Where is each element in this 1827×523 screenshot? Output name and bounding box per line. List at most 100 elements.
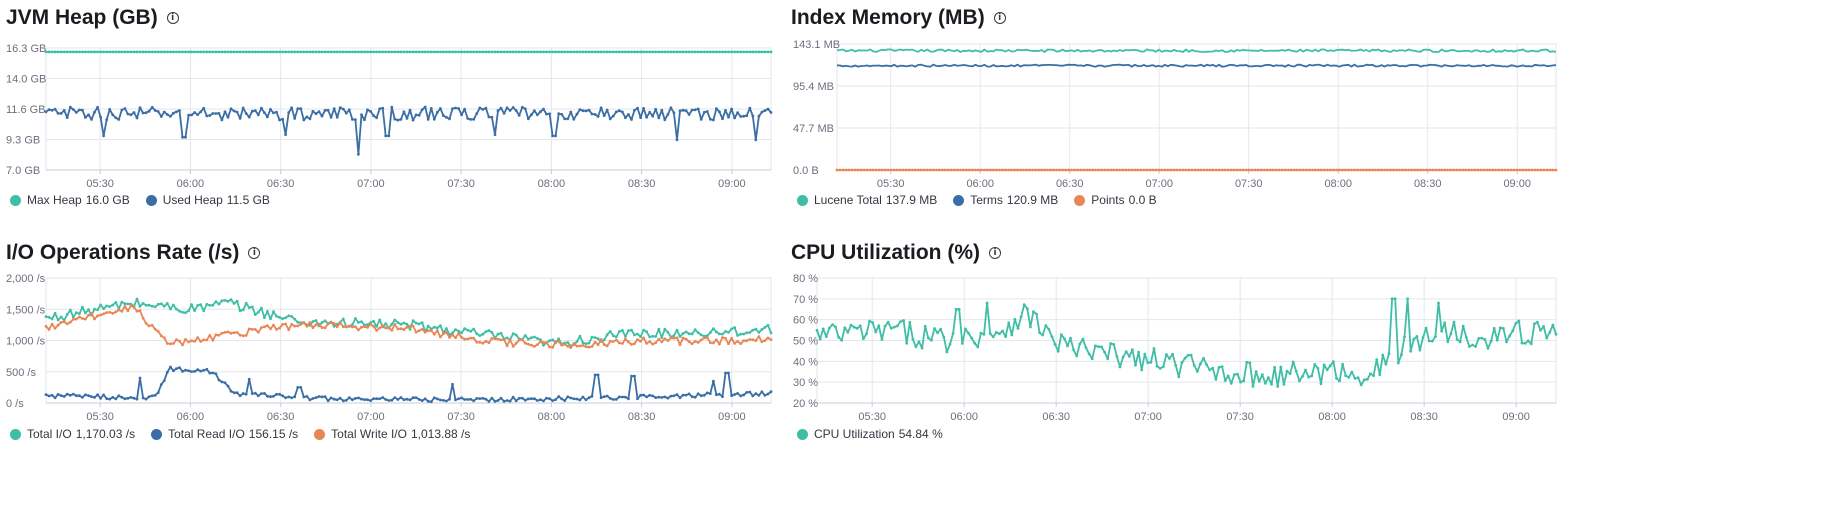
series-point xyxy=(939,327,943,331)
series-point xyxy=(311,50,315,54)
legend-item[interactable]: Points 0.0 B xyxy=(1074,193,1157,207)
series-point xyxy=(496,337,500,341)
series-point xyxy=(81,108,84,112)
series-point xyxy=(357,328,360,332)
series-point xyxy=(1461,324,1465,328)
series-point xyxy=(202,106,206,110)
series-point xyxy=(1427,339,1431,343)
series-point xyxy=(223,381,227,385)
series-point xyxy=(1449,168,1453,172)
series-point xyxy=(156,330,160,333)
info-icon[interactable]: i xyxy=(993,12,1006,24)
series-point xyxy=(472,327,476,331)
series-point xyxy=(281,394,284,398)
series-point xyxy=(727,342,730,346)
series-point xyxy=(256,113,260,117)
series-point xyxy=(432,332,436,336)
series-point xyxy=(153,305,157,309)
series-point xyxy=(905,341,909,345)
series-point xyxy=(1483,338,1487,341)
legend-item[interactable]: CPU Utilization 54.84 % xyxy=(797,427,943,441)
series-point xyxy=(853,168,857,172)
series-point xyxy=(1319,382,1323,386)
series-point xyxy=(293,117,297,120)
series-point xyxy=(266,394,269,398)
series-point xyxy=(1028,168,1031,172)
series-point xyxy=(108,397,112,401)
series-point xyxy=(1384,362,1388,366)
series-point xyxy=(247,306,251,309)
series-point xyxy=(405,397,409,401)
series-point xyxy=(235,50,239,54)
series-point xyxy=(314,112,318,116)
series-point xyxy=(132,111,136,114)
legend-item[interactable]: Lucene Total 137.9 MB xyxy=(797,193,937,207)
series-point xyxy=(1007,321,1011,325)
series-point xyxy=(1347,168,1350,172)
series-point xyxy=(745,50,749,54)
legend-label: Total Write I/O xyxy=(331,427,407,441)
series-point xyxy=(141,50,145,54)
series-point xyxy=(902,319,905,322)
series-point xyxy=(53,396,57,400)
series-point xyxy=(730,107,733,111)
series-point xyxy=(642,336,645,340)
series-point xyxy=(575,112,579,116)
series-point xyxy=(448,50,451,54)
series-point xyxy=(608,397,612,400)
series-point xyxy=(332,50,336,54)
series-point xyxy=(47,315,51,319)
series-point xyxy=(1118,365,1122,369)
series-point xyxy=(281,117,284,121)
series-point xyxy=(1127,355,1131,358)
series-point xyxy=(572,397,576,401)
series-point xyxy=(78,312,81,315)
series-point xyxy=(754,50,758,54)
series-point xyxy=(1424,326,1428,330)
series-point xyxy=(666,330,670,334)
series-point xyxy=(141,111,145,115)
series-point xyxy=(1136,168,1140,172)
series-point xyxy=(445,50,448,54)
series-point xyxy=(988,332,992,335)
legend-item[interactable]: Terms 120.9 MB xyxy=(953,193,1058,207)
series-point xyxy=(745,339,749,343)
info-icon[interactable]: i xyxy=(989,247,1001,259)
series-point xyxy=(347,50,351,54)
series-point xyxy=(936,331,939,335)
series-point xyxy=(96,308,99,312)
y-tick-label: 11.6 GB xyxy=(6,104,46,116)
series-point xyxy=(65,50,69,54)
series-point xyxy=(211,50,215,54)
series-point xyxy=(408,327,412,331)
series-point xyxy=(1093,344,1097,348)
legend-item[interactable]: Max Heap 16.0 GB xyxy=(10,193,130,207)
series-point xyxy=(153,50,157,54)
series-point xyxy=(611,340,615,343)
series-point xyxy=(1401,168,1404,172)
info-icon[interactable]: i xyxy=(248,247,261,259)
series-point xyxy=(657,116,661,120)
legend-item[interactable]: Used Heap 11.5 GB xyxy=(145,193,270,207)
series-point xyxy=(196,336,200,339)
legend-item[interactable]: Total Read I/O 156.15 /s xyxy=(151,427,298,441)
series-point xyxy=(454,328,457,331)
series-point xyxy=(508,399,512,403)
legend-item[interactable]: Total Write I/O 1,013.88 /s xyxy=(314,427,470,441)
series-point xyxy=(928,168,932,172)
series-point xyxy=(253,50,257,54)
info-icon[interactable]: i xyxy=(166,12,179,24)
series-point xyxy=(760,340,764,344)
series-point xyxy=(287,111,291,114)
series-point xyxy=(387,50,391,54)
series-point xyxy=(1530,168,1534,172)
series-point xyxy=(721,336,724,339)
series-point xyxy=(175,307,178,311)
legend-item[interactable]: Total I/O 1,170.03 /s xyxy=(10,427,135,441)
series-point xyxy=(1461,168,1465,172)
series-point xyxy=(363,118,366,122)
series-point xyxy=(56,50,60,54)
series-point xyxy=(208,334,212,337)
series-point xyxy=(56,393,60,396)
